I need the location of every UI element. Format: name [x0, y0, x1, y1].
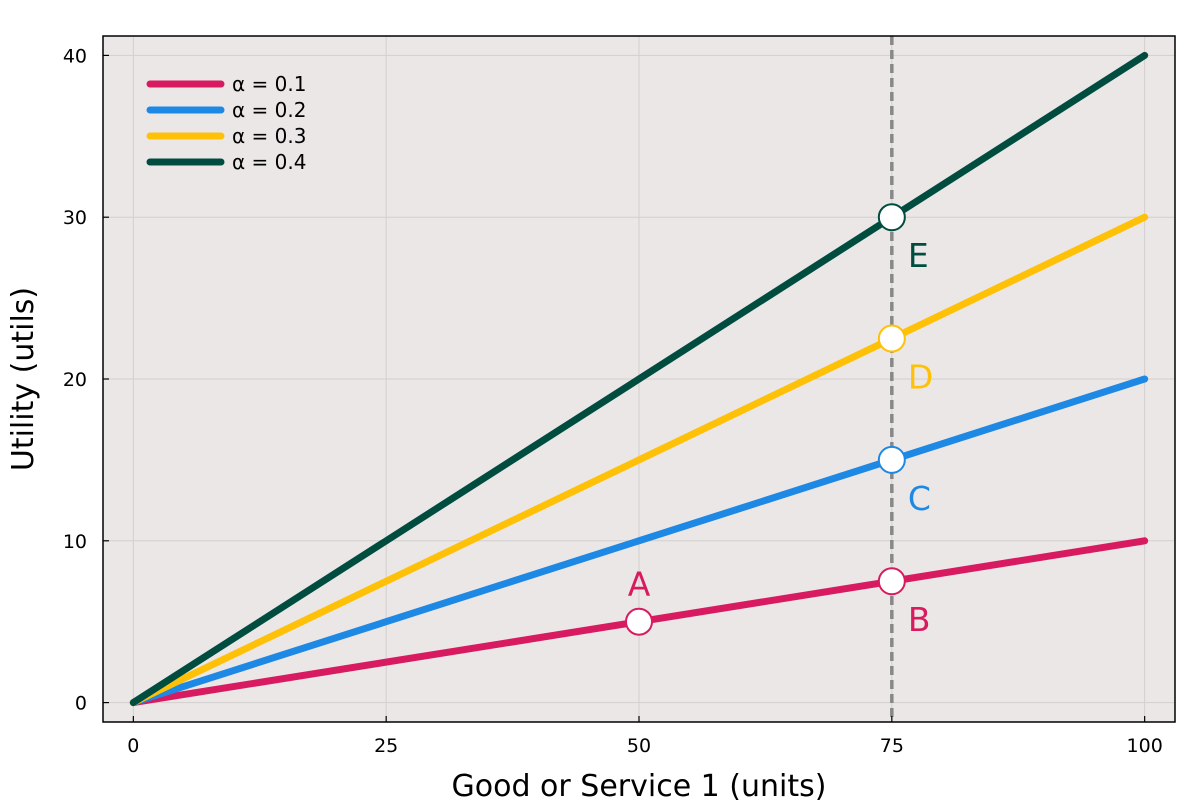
point-label: C	[908, 479, 931, 518]
point-marker	[877, 567, 906, 596]
y-axis-title: Utility (utils)	[6, 287, 41, 471]
point-label: B	[908, 600, 931, 639]
y-tick-label: 0	[75, 693, 87, 715]
series-line	[129, 375, 1149, 707]
x-tick-label: 0	[127, 735, 139, 757]
x-tick-label: 25	[374, 735, 398, 757]
legend-label: α = 0.1	[232, 72, 306, 96]
point-label: D	[908, 358, 933, 397]
point-marker	[877, 324, 906, 353]
x-tick-label: 100	[1127, 735, 1163, 757]
x-tick-label: 75	[880, 735, 904, 757]
point-marker	[877, 445, 906, 474]
point-marker	[625, 607, 653, 636]
point-label: A	[628, 565, 651, 604]
legend-label: α = 0.4	[232, 150, 306, 174]
axis-ticks: 0 25 50 75 100 0 10 20 30 40	[63, 45, 1163, 757]
series-lines	[129, 51, 1149, 707]
x-axis-title: Good or Service 1 (units)	[452, 769, 827, 804]
legend-label: α = 0.2	[232, 98, 306, 122]
legend: α = 0.1α = 0.2α = 0.3α = 0.4	[146, 72, 306, 174]
legend-label: α = 0.3	[232, 124, 306, 148]
marked-points: A B C D E	[625, 203, 933, 639]
y-tick-label: 30	[63, 207, 87, 229]
series-line	[129, 213, 1149, 707]
x-tick-label: 50	[627, 735, 651, 757]
series-line	[129, 51, 1149, 707]
y-tick-label: 40	[63, 45, 87, 67]
y-tick-label: 10	[63, 531, 87, 553]
point-label: E	[908, 236, 929, 275]
point-marker	[877, 203, 906, 232]
y-tick-label: 20	[63, 369, 87, 391]
